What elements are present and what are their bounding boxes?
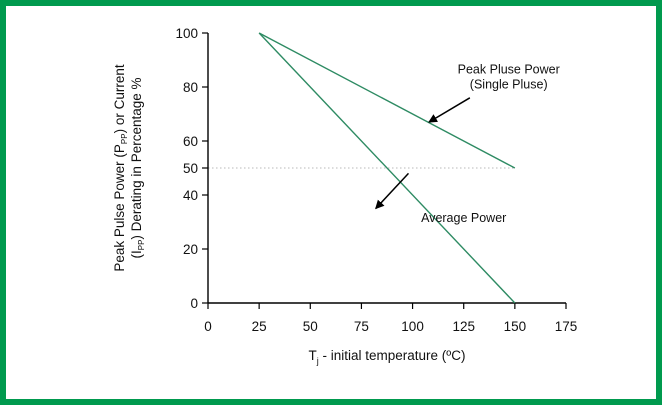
series-line-2 — [258, 32, 516, 304]
x-tick-label-125: 125 — [452, 319, 475, 334]
x-tick-label-0: 0 — [204, 319, 212, 334]
y-tick-label-80: 80 — [183, 80, 198, 95]
y-tick-label-20: 20 — [183, 242, 198, 257]
y-tick-label-50: 50 — [183, 161, 198, 176]
y-tick-label-0: 0 — [190, 296, 198, 311]
x-axis-label: Tj - initial temperature (ºC) — [309, 348, 466, 366]
x-tick-label-75: 75 — [354, 319, 369, 334]
annotation-2: Average Power — [421, 211, 506, 225]
y-axis-label-line2: (IPP) Derating in Percentage % — [129, 77, 146, 258]
x-tick-label-150: 150 — [504, 319, 527, 334]
x-tick-label-175: 175 — [555, 319, 578, 334]
x-tick-label-100: 100 — [401, 319, 424, 334]
annotation-arrow-1 — [428, 97, 471, 123]
x-tick-label-25: 25 — [252, 319, 267, 334]
x-tick-label-50: 50 — [303, 319, 318, 334]
y-tick-label-100: 100 — [175, 26, 198, 41]
annotation-arrow-2 — [375, 172, 410, 210]
y-axis-label-line1: Peak Pulse Power (PPP) or Current — [112, 64, 129, 271]
annotation-1: Peak Pluse Power (Single Pluse) — [458, 63, 560, 92]
series-line-1 — [258, 32, 516, 169]
y-tick-label-40: 40 — [183, 188, 198, 203]
y-tick-label-60: 60 — [183, 134, 198, 149]
